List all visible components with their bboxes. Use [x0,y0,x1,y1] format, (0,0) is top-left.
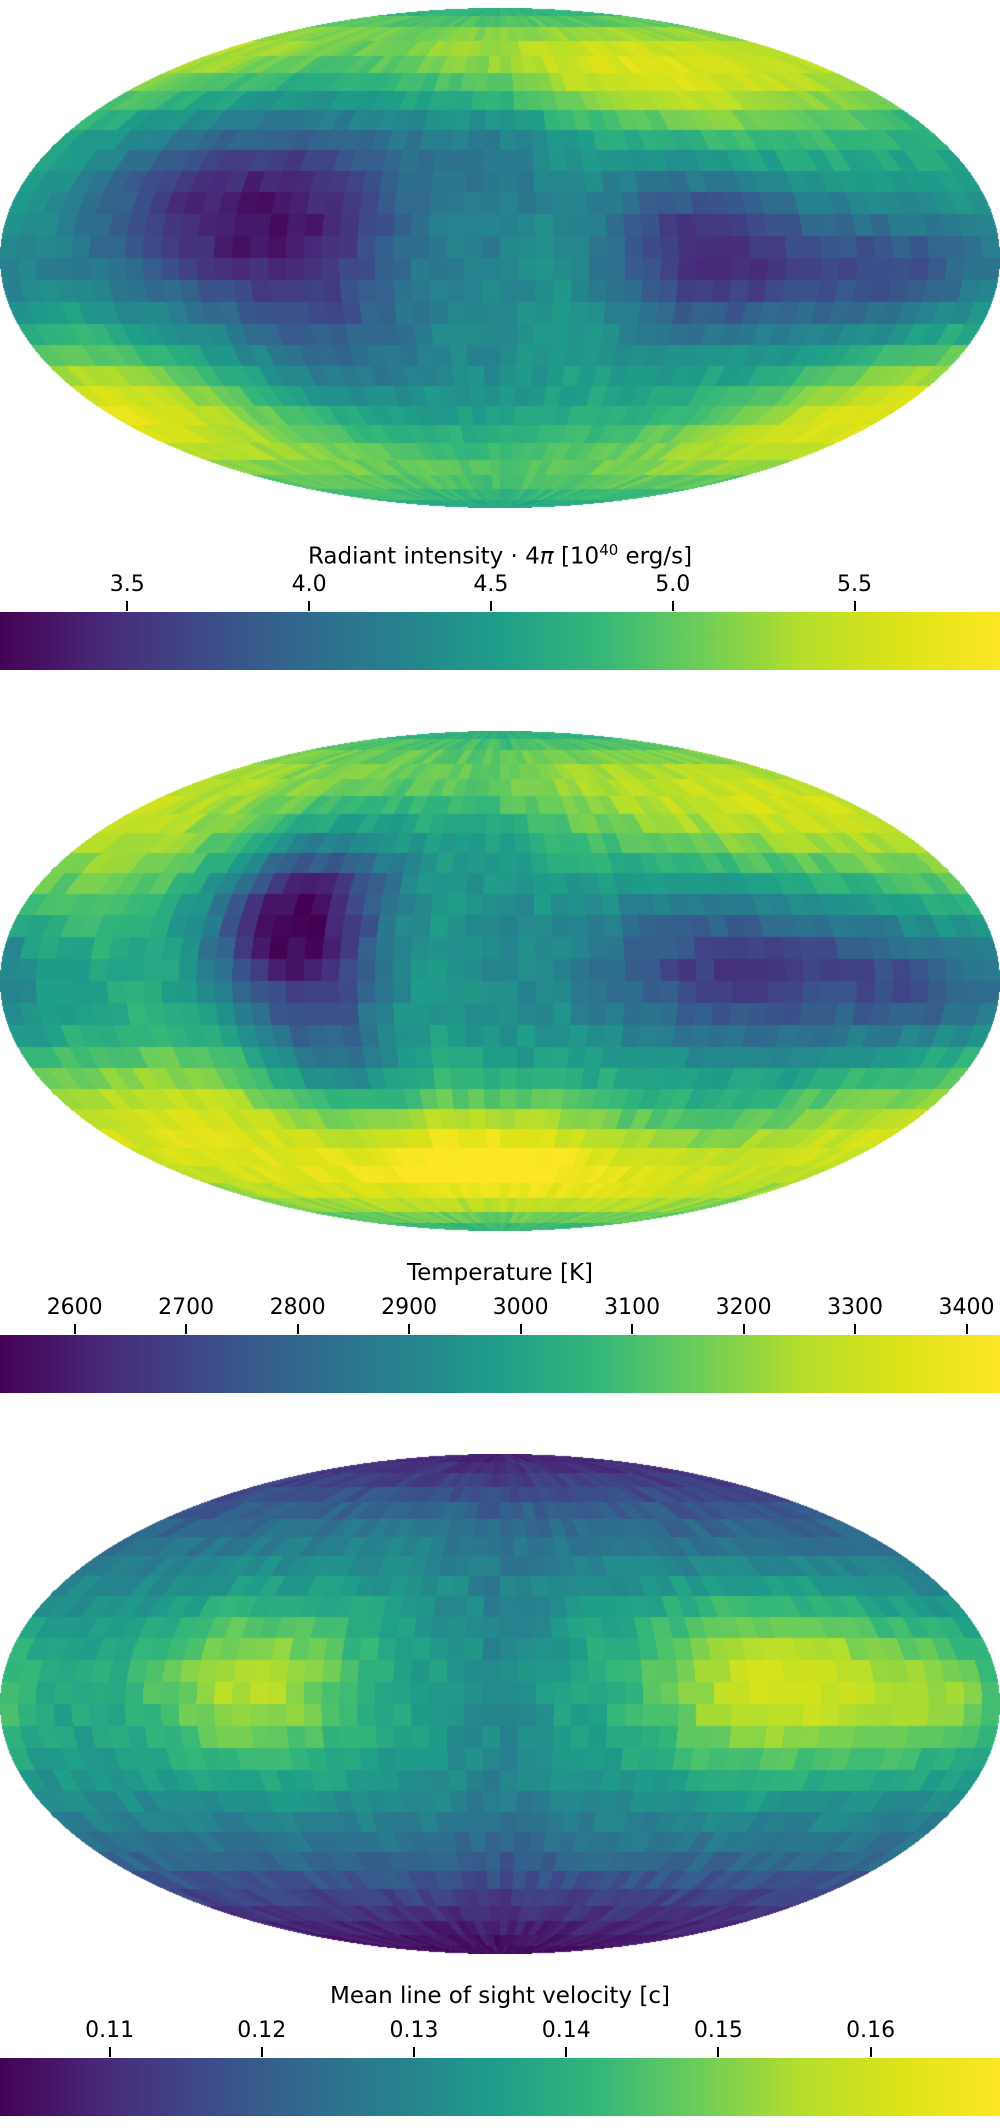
colorbar-tick-label: 2700 [158,1295,215,1320]
colorbar-tick-mark [631,1324,634,1334]
colorbar-tick-mark [126,601,129,611]
colorbar-tick-label: 0.12 [237,2018,287,2043]
colorbar-tick-mark [854,1324,857,1334]
colorbar-tick-label: 0.11 [85,2018,135,2043]
colorbar-tick-label: 0.15 [693,2018,743,2043]
colorbar-velocity: 0.11 0.12 0.13 0.14 0.15 0.16 [0,2016,1000,2116]
colorbar-gradient [0,612,1000,670]
temperature-skymap [0,731,1000,1231]
panel-temperature: Temperature [K] 2600 2700 2800 2900 3000 3100… [0,731,1000,1393]
colorbar-tick-labels: 0.11 0.12 0.13 0.14 0.15 0.16 [0,2016,1000,2046]
colorbar-tick-mark [296,1324,299,1334]
colorbar-tick-label: 4.5 [473,572,509,597]
colorbar-tick-label: 0.14 [541,2018,591,2043]
colorbar-tick-mark [671,601,674,611]
colorbar-tick-mark [853,601,856,611]
title-text: Temperature [K] [406,1260,594,1286]
colorbar-tick-mark [742,1324,745,1334]
colorbar-title-temperature: Temperature [K] [0,1257,1000,1289]
colorbar-tick-mark [717,2047,720,2057]
colorbar-tick-mark [73,1324,76,1334]
colorbar-tick-marks [0,2046,1000,2058]
colorbar-tick-mark [413,2047,415,2057]
colorbar-radiant-intensity: 3.5 4.0 4.5 5.0 5.5 [0,570,1000,670]
colorbar-tick-marks [0,600,1000,612]
colorbar-tick-label: 2600 [46,1295,103,1320]
colorbar-title-radiant-intensity: Radiant intensity · 4π [1040 erg/s] [0,534,1000,570]
colorbar-tick-label: 5.5 [837,572,873,597]
colorbar-temperature: 2600 2700 2800 2900 3000 3100 3200 3300 3400 [0,1293,1000,1393]
colorbar-tick-label: 0.16 [846,2018,896,2043]
title-text: [10 [553,543,600,570]
colorbar-tick-label: 3300 [827,1295,884,1320]
colorbar-tick-mark [260,2047,263,2057]
colorbar-tick-labels: 3.5 4.0 4.5 5.0 5.5 [0,570,1000,600]
panel-radiant-intensity: Radiant intensity · 4π [1040 erg/s] 3.5 4… [0,8,1000,670]
title-exponent: 40 [599,541,619,559]
colorbar-tick-label: 3100 [604,1295,661,1320]
panel-velocity: Mean line of sight velocity [c] 0.11 0.12… [0,1454,1000,2116]
colorbar-tick-mark [108,2047,111,2057]
colorbar-tick-label: 3000 [492,1295,549,1320]
pi-symbol: π [539,543,554,570]
colorbar-tick-labels: 2600 2700 2800 2900 3000 3100 3200 3300 3400 [0,1293,1000,1323]
colorbar-tick-mark [308,601,311,611]
radiant-intensity-skymap [0,8,1000,508]
colorbar-title-velocity: Mean line of sight velocity [c] [0,1980,1000,2012]
colorbar-tick-mark [565,2047,568,2057]
colorbar-tick-mark [185,1324,188,1334]
colorbar-gradient [0,1335,1000,1393]
title-text: Radiant intensity · 4 [307,543,540,570]
colorbar-tick-label: 0.13 [389,2018,439,2043]
colorbar-tick-mark [489,601,492,611]
colorbar-gradient [0,2058,1000,2116]
colorbar-tick-label: 3.5 [109,572,145,597]
colorbar-tick-label: 2800 [269,1295,326,1320]
colorbar-tick-mark [965,1324,968,1334]
colorbar-tick-label: 4.0 [291,572,327,597]
colorbar-tick-label: 2900 [381,1295,438,1320]
colorbar-tick-label: 5.0 [655,572,691,597]
colorbar-tick-mark [519,1324,522,1334]
colorbar-tick-marks [0,1323,1000,1335]
colorbar-tick-label: 3400 [938,1295,995,1320]
colorbar-tick-label: 3200 [715,1295,772,1320]
colorbar-tick-mark [869,2047,872,2057]
colorbar-tick-mark [408,1324,411,1334]
velocity-skymap [0,1454,1000,1954]
title-text: erg/s] [618,543,693,570]
title-text: Mean line of sight velocity [c] [330,1983,670,2009]
